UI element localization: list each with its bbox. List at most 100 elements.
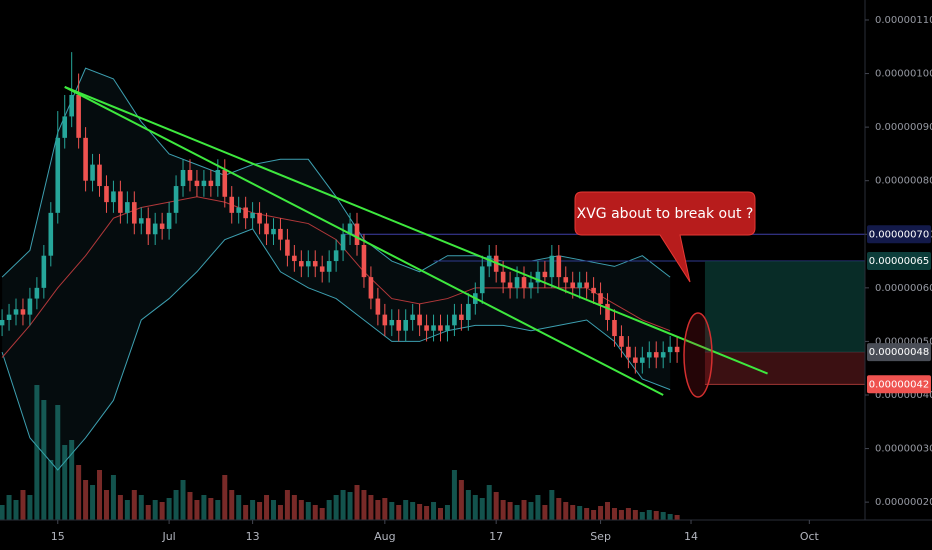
- volume-bar: [465, 490, 471, 520]
- candle-body: [605, 303, 610, 320]
- candle-body: [201, 180, 207, 187]
- callout-text: XVG about to break out ?: [577, 206, 754, 222]
- candle-body: [424, 325, 429, 331]
- candle-body: [278, 228, 283, 240]
- candle-body: [466, 303, 471, 320]
- candle-body: [215, 169, 221, 187]
- candle-body: [382, 314, 388, 326]
- volume-bar: [431, 502, 437, 520]
- volume-bar: [660, 512, 666, 520]
- price-label: 0.00000065: [869, 256, 929, 267]
- candle-body: [208, 180, 214, 187]
- y-tick-label: 0.00000110: [875, 15, 932, 26]
- volume-bar: [396, 505, 402, 520]
- volume-bar: [542, 505, 548, 520]
- candle-body: [145, 218, 151, 235]
- volume-bar: [20, 490, 26, 520]
- candle-body: [521, 277, 527, 288]
- level-layer: [343, 233, 865, 385]
- volume-bar: [138, 495, 144, 520]
- candle-body: [633, 357, 638, 363]
- candle-body: [194, 180, 200, 187]
- x-tick-label: 17: [489, 530, 503, 543]
- x-tick-label: 13: [246, 530, 260, 543]
- volume-bar: [257, 502, 263, 520]
- candle-body: [13, 309, 19, 315]
- volume-bar: [298, 500, 304, 520]
- candle-body: [27, 298, 33, 315]
- y-tick-label: 0.00000020: [875, 497, 932, 508]
- volume-bar: [591, 510, 597, 520]
- volume-bar: [479, 498, 485, 520]
- volume-bar: [625, 508, 631, 520]
- highlight-ellipse: [683, 312, 713, 398]
- candle-body: [646, 352, 652, 358]
- candle-body: [97, 164, 102, 187]
- price-label-box: [867, 375, 931, 394]
- y-tick-label: 0.00000040: [875, 390, 932, 401]
- trend-layer: [64, 86, 768, 396]
- candle-body: [333, 250, 339, 262]
- volume-bar: [570, 505, 576, 520]
- volume-bar: [417, 504, 423, 520]
- volume-bar: [62, 445, 68, 520]
- price-label: 0.00000048: [869, 347, 929, 358]
- candle-body: [452, 314, 457, 326]
- candle-body: [41, 255, 47, 288]
- candle-body: [619, 336, 624, 347]
- volume-bar: [270, 500, 276, 520]
- candle-body: [180, 169, 186, 187]
- candle-body: [396, 319, 402, 331]
- volume-bar: [69, 440, 75, 520]
- candle-body: [243, 207, 248, 219]
- volume-bar: [347, 492, 353, 520]
- volume-bar: [577, 506, 583, 520]
- candle-body: [118, 191, 123, 213]
- candle-body: [62, 116, 68, 138]
- candle-body: [507, 282, 513, 288]
- candle-body: [173, 186, 179, 213]
- candle-body: [556, 255, 562, 278]
- volume-bar: [34, 385, 40, 520]
- candle-body: [111, 191, 116, 203]
- volume-bar: [194, 500, 200, 520]
- candle-body: [236, 207, 241, 213]
- volume-bar: [556, 498, 562, 520]
- volume-bar: [646, 510, 652, 520]
- candle-body: [69, 94, 74, 117]
- candle-body: [187, 169, 193, 181]
- candle-body: [229, 196, 235, 213]
- volume-bar: [83, 480, 89, 520]
- volume-bar: [500, 500, 506, 520]
- candle-body: [222, 169, 228, 197]
- volume-bar: [632, 510, 638, 520]
- volume-bar: [340, 490, 346, 520]
- volume-bar: [514, 505, 520, 520]
- candle-body: [368, 277, 374, 299]
- candle-body: [48, 212, 54, 256]
- y-tick-label: 0.00000090: [875, 122, 932, 133]
- trendline: [64, 86, 664, 396]
- volume-bar: [250, 500, 256, 520]
- volume-bar: [243, 505, 249, 520]
- volume-bar: [333, 495, 339, 520]
- candle-body: [535, 271, 541, 283]
- volume-bar: [103, 490, 109, 520]
- candle-layer: [0, 52, 680, 374]
- volume-bar: [326, 500, 332, 520]
- candle-body: [640, 357, 645, 363]
- volume-bar: [6, 495, 12, 520]
- candle-body: [305, 261, 311, 267]
- candle-body: [132, 202, 137, 224]
- volume-bar: [639, 512, 645, 520]
- candle-body: [257, 212, 262, 224]
- candle-body: [264, 223, 269, 235]
- candle-body: [299, 261, 304, 267]
- candle-body: [354, 223, 360, 245]
- candle-body: [292, 255, 297, 262]
- volume-bar: [305, 502, 311, 520]
- volume-bar: [549, 490, 555, 520]
- price-label-box: [867, 225, 931, 244]
- candle-body: [612, 319, 617, 337]
- candle-body: [312, 261, 318, 267]
